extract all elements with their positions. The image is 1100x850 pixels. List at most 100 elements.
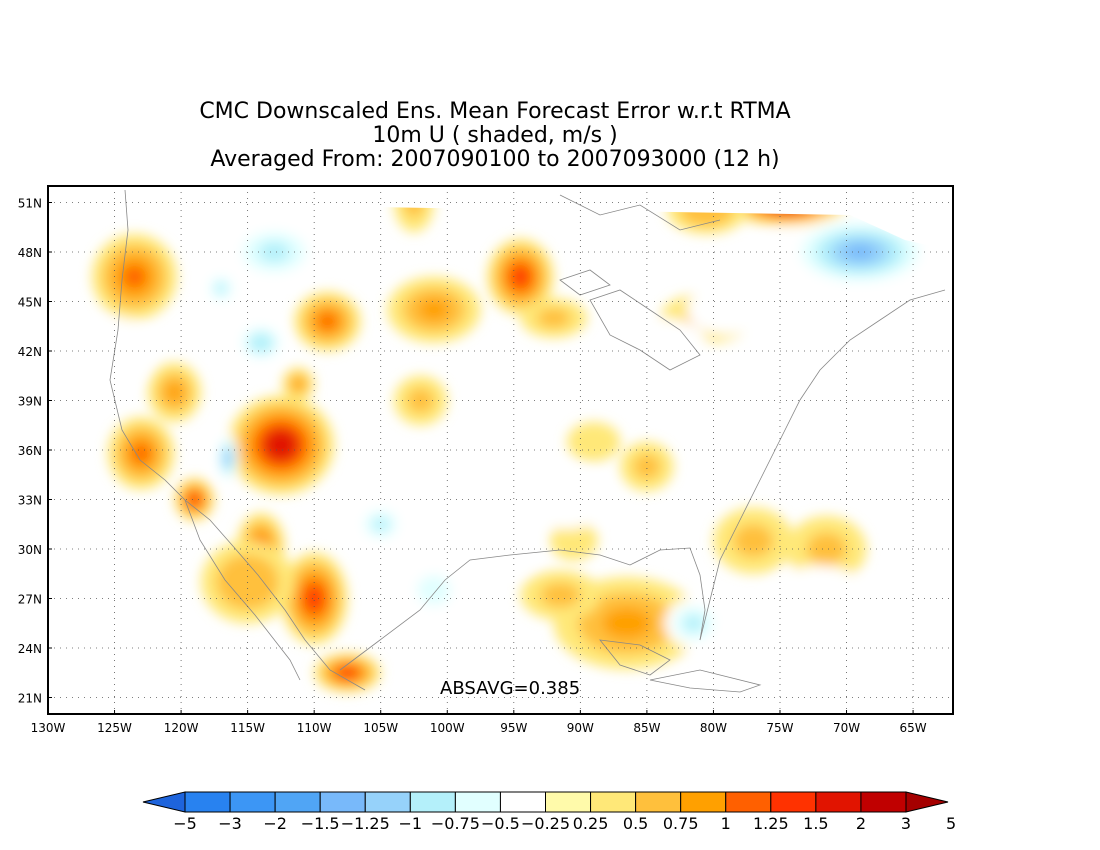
- error-blob: [254, 337, 267, 348]
- absavg-stat: ABSAVG=0.385: [440, 678, 580, 699]
- colorbar-swatch: [454, 791, 501, 813]
- title-line-2: 10m U ( shaded, m/s ): [372, 123, 618, 148]
- colorbar: −5 −3 −2 −1.5 −1.25 −1 −0.75 −0.5 −0.25 0.25 0.5 0.…: [142, 791, 956, 833]
- error-blob: [683, 615, 704, 632]
- colorbar-label: 0.25: [573, 814, 609, 833]
- longitude-tick-label: 85W: [633, 721, 660, 735]
- error-blob: [547, 484, 588, 515]
- latitude-tick-label: 42N: [18, 345, 42, 359]
- great-lakes: [589, 289, 701, 371]
- error-blob: [319, 313, 336, 329]
- colorbar-swatch: [499, 791, 546, 813]
- colorbar-swatch: [815, 791, 862, 813]
- colorbar-label: −1.5: [301, 814, 340, 833]
- colorbar-label: −0.75: [431, 814, 480, 833]
- latitude-tick-label: 33N: [18, 494, 42, 508]
- colorbar-swatch: [184, 791, 231, 813]
- latitude-tick-label: 51N: [18, 197, 42, 211]
- colorbar-swatch: [229, 791, 276, 813]
- error-blob: [418, 298, 450, 321]
- longitude-tick-label: 65W: [900, 721, 927, 735]
- cuba: [649, 669, 762, 693]
- colorbar-label: −1.25: [341, 814, 390, 833]
- longitude-tick-label: 80W: [700, 721, 727, 735]
- colorbar-high-arrow: [905, 791, 949, 813]
- colorbar-label: 1: [721, 814, 731, 833]
- error-blob: [190, 495, 199, 504]
- longitude-tick-label: 90W: [567, 721, 594, 735]
- colorbar-swatch: [860, 791, 907, 813]
- colorbar-label: 1.25: [753, 814, 789, 833]
- error-blob: [123, 266, 146, 288]
- latitude-labels: 21N 24N 27N 30N 33N 36N 39N 42N 45N 48N 51N: [18, 197, 52, 706]
- error-blob: [706, 297, 747, 323]
- error-blob: [680, 205, 734, 227]
- error-blob: [513, 269, 528, 285]
- error-blob: [845, 244, 875, 260]
- colorbar-swatch: [409, 791, 456, 813]
- error-blob: [580, 431, 607, 452]
- longitude-tick-label: 75W: [766, 721, 793, 735]
- colorbar-swatch: [590, 791, 637, 813]
- error-blob: [372, 517, 389, 531]
- colorbar-swatch: [545, 791, 592, 813]
- title-line-3: Averaged From: 2007090100 to 2007093000 …: [210, 147, 780, 172]
- latitude-tick-label: 36N: [18, 444, 42, 458]
- error-blob: [94, 318, 148, 384]
- longitude-tick-label: 120W: [164, 721, 199, 735]
- plot-title: CMC Downscaled Ens. Mean Forecast Error …: [0, 100, 990, 172]
- colorbar-label: −5: [173, 814, 197, 833]
- longitude-labels: 130W 125W 120W 115W 110W 105W 100W 95W 90W 85W 80W…: [31, 710, 927, 735]
- error-blob: [806, 532, 847, 566]
- colorbar-label: 2: [856, 814, 866, 833]
- latitude-tick-label: 30N: [18, 543, 42, 557]
- colorbar-swatch: [770, 791, 817, 813]
- error-blob: [225, 453, 230, 464]
- latitude-tick-label: 48N: [18, 246, 42, 260]
- colorbar-label: −1: [399, 814, 423, 833]
- longitude-tick-label: 115W: [230, 721, 265, 735]
- error-blob: [404, 205, 424, 218]
- colorbar-label: 0.5: [623, 814, 648, 833]
- error-blob: [793, 586, 847, 628]
- yucatan: [599, 639, 671, 676]
- error-blob: [132, 444, 150, 463]
- lat-lon-grid: [48, 186, 953, 714]
- latitude-tick-label: 39N: [18, 395, 42, 409]
- error-blob: [340, 668, 355, 677]
- error-blob: [537, 308, 571, 328]
- colorbar-label: −0.5: [481, 814, 520, 833]
- error-blob: [394, 205, 434, 233]
- error-blob: [272, 436, 290, 454]
- lake-superior: [559, 269, 611, 296]
- colorbar-swatch: [364, 791, 411, 813]
- longitude-tick-label: 100W: [430, 721, 465, 735]
- error-blob: [258, 242, 290, 262]
- error-blobs: [91, 205, 934, 693]
- error-blob: [766, 205, 807, 213]
- longitude-tick-label: 125W: [97, 721, 132, 735]
- error-blob: [307, 589, 321, 608]
- error-blob: [633, 454, 661, 479]
- atlantic-coast: [699, 289, 946, 641]
- colorbar-swatch: [680, 791, 727, 813]
- colorbar-swatch: [725, 791, 772, 813]
- latitude-tick-label: 27N: [18, 593, 42, 607]
- error-blob: [693, 205, 721, 219]
- latitude-tick-label: 21N: [18, 692, 42, 706]
- title-line-1: CMC Downscaled Ens. Mean Forecast Error …: [199, 99, 791, 124]
- colorbar-label: 3: [901, 814, 911, 833]
- longitude-tick-label: 70W: [833, 721, 860, 735]
- colorbar-swatch: [274, 791, 321, 813]
- longitude-tick-label: 110W: [297, 721, 332, 735]
- colorbar-low-arrow: [142, 791, 186, 813]
- latitude-tick-label: 24N: [18, 642, 42, 656]
- pacific-coast: [109, 189, 366, 691]
- error-blob: [602, 607, 652, 639]
- colorbar-label: 0.75: [663, 814, 699, 833]
- error-blob: [776, 205, 797, 210]
- colorbar-label: −3: [218, 814, 242, 833]
- colorbar-label: 5: [946, 814, 956, 833]
- error-blob: [733, 524, 774, 558]
